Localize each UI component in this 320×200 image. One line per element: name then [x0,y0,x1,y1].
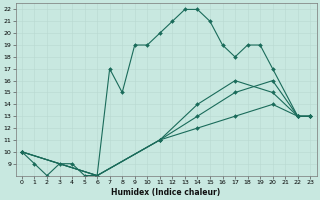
X-axis label: Humidex (Indice chaleur): Humidex (Indice chaleur) [111,188,221,197]
